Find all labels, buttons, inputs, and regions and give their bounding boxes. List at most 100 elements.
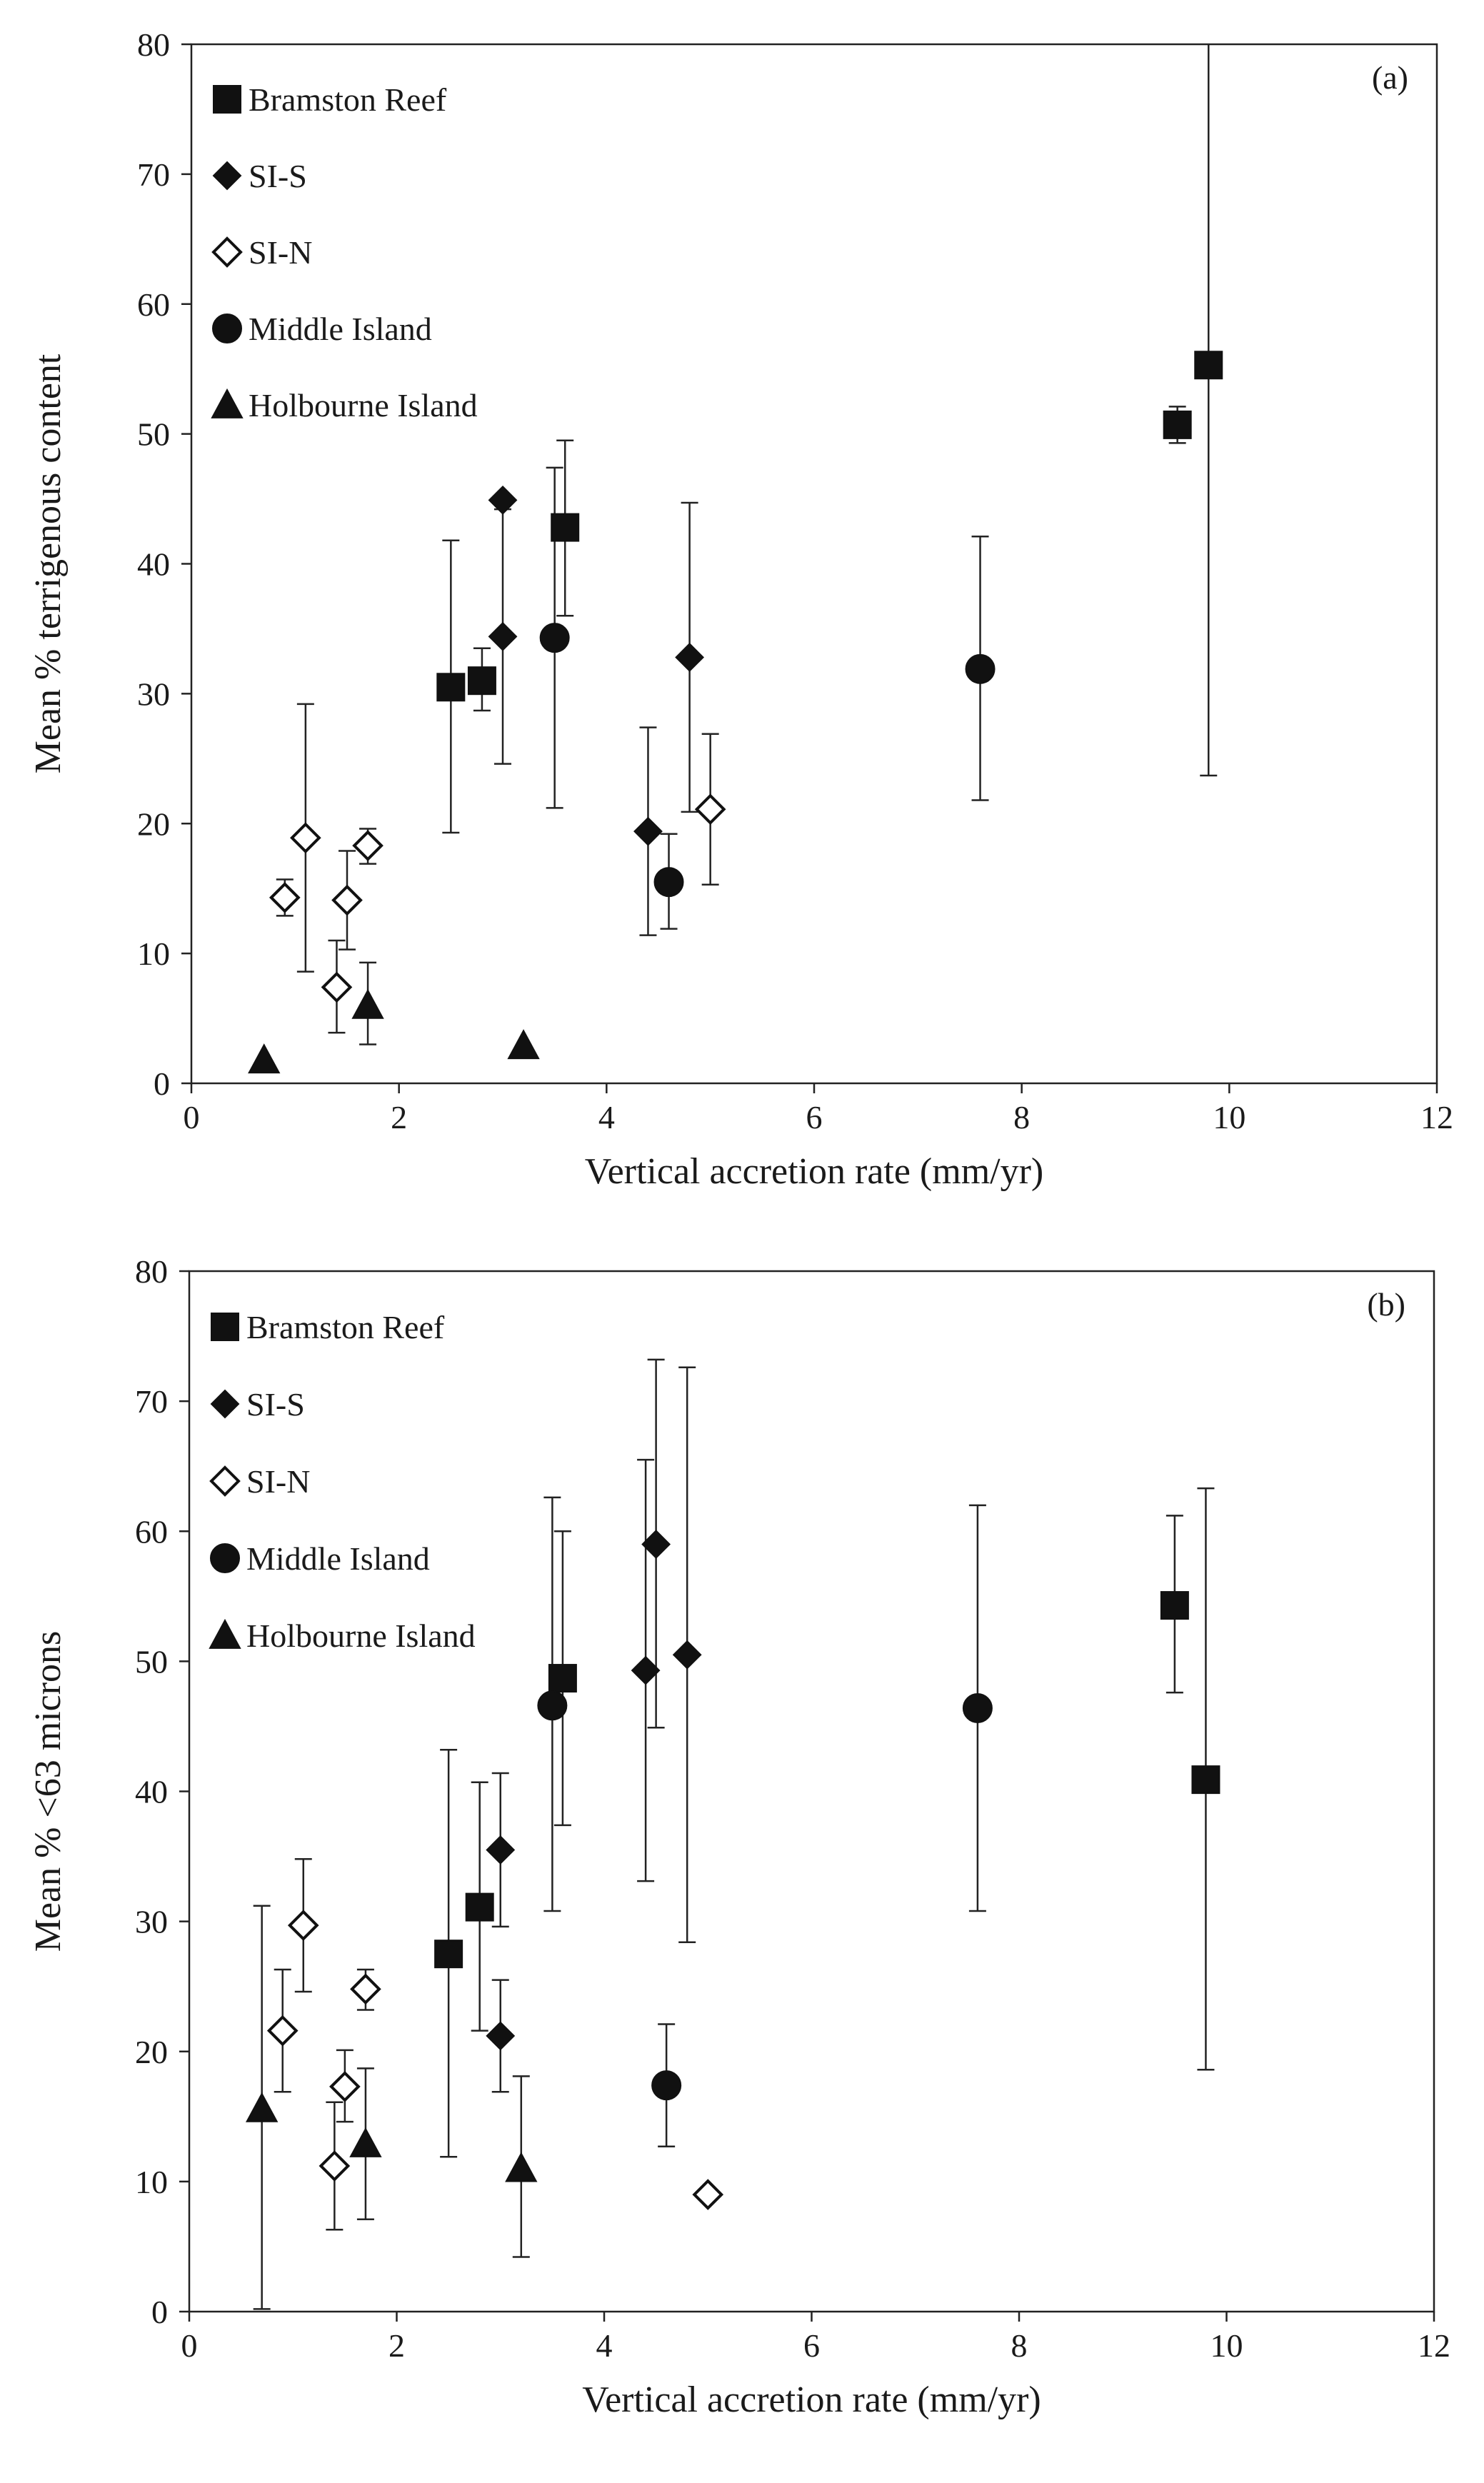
y-tick-label: 60 <box>137 286 170 323</box>
point-si-s <box>488 485 518 515</box>
point-bramston-reef <box>548 1664 577 1693</box>
x-tick-label: 0 <box>181 2327 198 2364</box>
legend-item-si-s: SI-S <box>212 158 307 194</box>
point-bramston-reef <box>1163 410 1192 439</box>
y-tick-label: 50 <box>137 416 170 453</box>
legend-item-middle-island: Middle Island <box>212 311 432 347</box>
y-tick-label: 70 <box>137 156 170 193</box>
legend-item-si-n: SI-N <box>211 234 312 271</box>
legend-label: Bramston Reef <box>249 81 447 118</box>
point-si-s <box>486 1835 516 1865</box>
panel-label: (a) <box>1372 59 1408 96</box>
y-tick-label: 60 <box>135 1513 168 1550</box>
point-holbourne-island <box>248 1043 281 1074</box>
legend-label: SI-S <box>249 158 307 194</box>
legend-marker-si-n <box>211 236 243 268</box>
x-tick-label: 8 <box>1013 1099 1030 1135</box>
legend-item-holbourne-island: Holbourne Island <box>209 1617 476 1654</box>
point-bramston-reef <box>551 513 580 542</box>
point-si-n <box>319 2150 351 2182</box>
point-si-s <box>633 816 663 846</box>
point-si-n <box>692 2179 724 2210</box>
x-tick-label: 12 <box>1418 2327 1450 2364</box>
point-bramston-reef <box>1191 1765 1220 1795</box>
point-si-s <box>641 1530 671 1559</box>
y-axis-label: Mean % terrigenous content <box>28 353 69 773</box>
x-tick-label: 4 <box>596 2327 613 2364</box>
y-tick-label: 10 <box>135 2164 168 2200</box>
x-axis-label: Vertical accretion rate (mm/yr) <box>582 2379 1041 2420</box>
point-si-n <box>694 793 726 826</box>
legend-label: SI-S <box>246 1386 305 1423</box>
point-si-n <box>331 884 363 916</box>
point-si-n <box>350 1973 381 2005</box>
legend-label: Middle Island <box>246 1540 430 1577</box>
point-si-n <box>269 882 301 913</box>
point-si-n <box>321 971 353 1003</box>
x-tick-label: 10 <box>1210 2327 1243 2364</box>
point-bramston-reef <box>1160 1591 1189 1620</box>
legend-label: SI-N <box>249 234 312 271</box>
legend-label: Middle Island <box>249 311 432 347</box>
legend-item-holbourne-island: Holbourne Island <box>211 387 478 423</box>
legend-marker-middle-island <box>212 313 242 343</box>
y-tick-label: 70 <box>135 1383 168 1420</box>
x-tick-label: 2 <box>391 1099 407 1135</box>
panel-b-fine-fraction: 0 2 4 6 8 10 12 0 10 20 30 40 50 60 70 80 Vertical accre… <box>28 1253 1450 2420</box>
legend-item-bramston-reef: Bramston Reef <box>211 1309 445 1345</box>
legend-label: SI-N <box>246 1463 310 1500</box>
y-axis-label: Mean % <63 microns <box>28 1631 69 1952</box>
y-tick-label: 40 <box>135 1774 168 1810</box>
x-tick-label: 8 <box>1011 2327 1028 2364</box>
legend-marker-si-s <box>210 1389 240 1419</box>
point-si-n <box>287 1910 319 1941</box>
point-si-n <box>266 2015 299 2047</box>
y-tick-label: 30 <box>137 676 170 712</box>
point-holbourne-island <box>351 988 384 1019</box>
x-tick-label: 10 <box>1213 1099 1245 1135</box>
legend-label: Holbourne Island <box>249 387 478 423</box>
x-tick-label: 6 <box>803 2327 820 2364</box>
y-tick-label: 30 <box>135 1904 168 1940</box>
panel-label: (b) <box>1367 1286 1405 1323</box>
legend-marker-si-n <box>209 1465 241 1497</box>
point-si-n <box>290 822 321 854</box>
point-bramston-reef <box>434 1940 463 1969</box>
point-middle-island <box>653 867 684 898</box>
y-tick-label: 10 <box>137 935 170 972</box>
point-bramston-reef <box>1194 351 1223 380</box>
x-axis-label: Vertical accretion rate (mm/yr) <box>585 1151 1043 1192</box>
y-tick-label: 40 <box>137 546 170 583</box>
x-tick-label: 4 <box>598 1099 615 1135</box>
y-tick-label: 0 <box>154 1065 170 1102</box>
legend-marker-si-s <box>212 161 242 191</box>
point-si-s <box>672 1640 702 1670</box>
point-si-s <box>488 621 518 651</box>
legend-marker-bramston-reef <box>211 1313 239 1341</box>
legend-label: Bramston Reef <box>246 1309 445 1345</box>
point-si-s <box>675 643 705 672</box>
y-tick-label: 80 <box>137 26 170 63</box>
point-holbourne-island <box>507 1029 540 1060</box>
x-tick-label: 0 <box>184 1099 200 1135</box>
point-si-n <box>352 830 383 861</box>
x-tick-label: 12 <box>1420 1099 1453 1135</box>
point-middle-island <box>965 653 996 684</box>
y-tick-label: 20 <box>135 2034 168 2070</box>
error-bar-bramston-reef <box>1200 44 1218 777</box>
point-middle-island <box>539 623 570 653</box>
legend-marker-middle-island <box>210 1543 240 1573</box>
legend-item-si-n: SI-N <box>209 1463 310 1500</box>
y-tick-label: 80 <box>135 1253 168 1290</box>
point-middle-island <box>651 2070 682 2101</box>
legend-item-bramston-reef: Bramston Reef <box>213 81 447 118</box>
y-tick-label: 50 <box>135 1643 168 1680</box>
y-tick-label: 20 <box>137 806 170 842</box>
point-middle-island <box>962 1692 993 1723</box>
point-holbourne-island <box>349 2127 382 2157</box>
panel-a-terrigenous-content: 0 2 4 6 8 10 12 0 10 20 30 40 50 60 70 80 Vertical accre… <box>28 26 1453 1192</box>
legend-marker-holbourne-island <box>211 388 244 418</box>
point-bramston-reef <box>465 1892 494 1922</box>
y-tick-label: 0 <box>151 2294 168 2330</box>
point-bramston-reef <box>436 673 466 702</box>
